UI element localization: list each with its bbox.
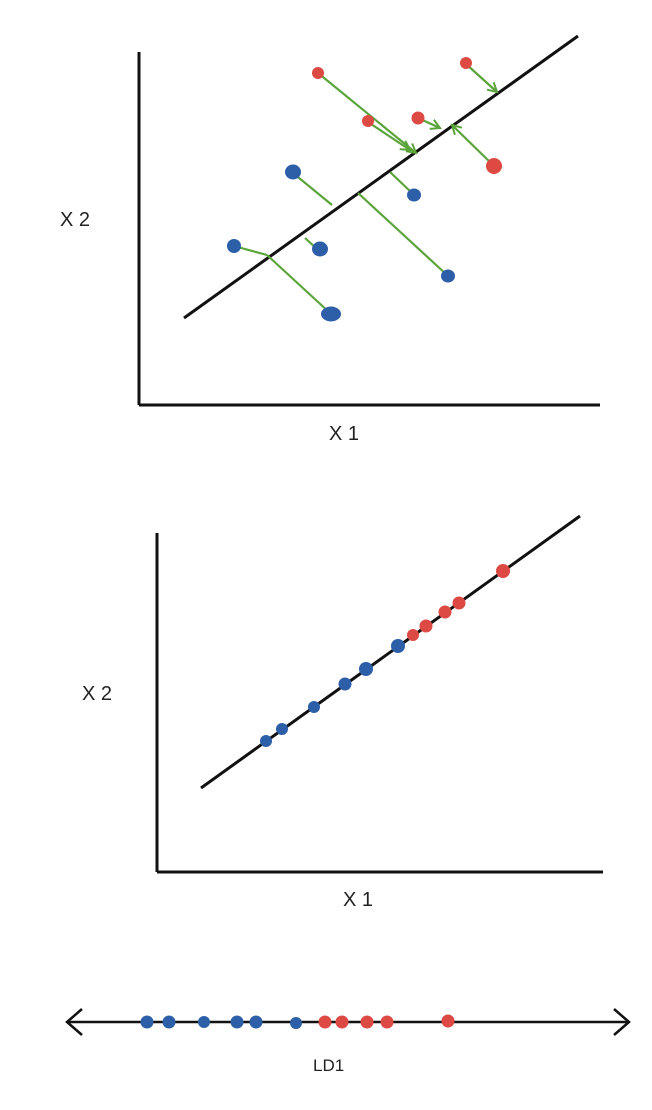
panel-original-scatter: X 2 X 1: [60, 34, 600, 445]
projected-points-class-b: [407, 564, 510, 641]
data-point-red: [460, 57, 472, 69]
x2-axis-label: X 2: [82, 683, 112, 705]
data-point-red: [411, 111, 425, 125]
projection-line: [465, 63, 497, 92]
projected-point-red: [496, 564, 510, 578]
projection-line: [266, 254, 331, 314]
projected-point-red: [407, 629, 419, 641]
ld1-point-red: [380, 1015, 394, 1029]
ld1-points-class-a: [140, 1015, 302, 1029]
projected-point-blue: [338, 677, 352, 691]
projections-class-a: [233, 171, 448, 314]
ld1-point-blue: [198, 1016, 210, 1028]
projected-point-blue: [359, 662, 373, 676]
data-point-blue: [227, 239, 241, 253]
projection-line: [317, 72, 416, 153]
projection-line: [452, 125, 495, 167]
left-arrow-icon: [65, 1008, 83, 1036]
projected-point-red: [452, 596, 466, 610]
ld1-point-blue: [162, 1015, 176, 1029]
projections-class-b: [317, 63, 497, 167]
points-class-a: [227, 164, 455, 322]
data-point-blue: [312, 241, 328, 257]
projection-line: [389, 171, 413, 194]
data-point-blue: [407, 188, 421, 202]
projection-line: [357, 192, 448, 276]
data-point-blue: [285, 164, 301, 180]
ld1-points-class-b: [318, 1014, 455, 1029]
projected-point-blue: [276, 723, 288, 735]
ld1-point-red: [360, 1015, 374, 1029]
x1-axis-label: X 1: [343, 889, 373, 911]
projected-point-red: [438, 605, 452, 619]
projected-point-red: [419, 619, 433, 633]
ld1-point-red: [441, 1014, 455, 1028]
ld1-axis-label: LD1: [313, 1056, 344, 1075]
ld1-point-blue: [249, 1015, 263, 1029]
projection-line: [367, 121, 410, 150]
data-point-blue: [441, 269, 455, 283]
data-point-blue: [321, 306, 341, 322]
ld1-point-red: [335, 1015, 349, 1029]
ld1-point-blue: [230, 1015, 244, 1029]
ld1-point-red: [318, 1015, 332, 1029]
discriminant-line: [200, 514, 581, 790]
right-arrow-icon: [613, 1008, 631, 1036]
projected-point-blue: [260, 735, 272, 747]
projected-points-class-a: [260, 639, 405, 747]
x1-axis-label: X 1: [329, 423, 359, 445]
data-point-red: [486, 158, 502, 174]
panel-ld1-axis: LD1: [65, 1008, 631, 1075]
panel-projected-points: X 2 X 1: [82, 514, 603, 911]
data-point-red: [362, 115, 374, 127]
x2-axis-label: X 2: [60, 209, 90, 231]
projection-line: [292, 172, 333, 206]
projected-point-blue: [391, 639, 405, 653]
ld1-point-blue: [140, 1015, 154, 1029]
discriminant-line: [183, 34, 579, 320]
projected-point-blue: [308, 701, 320, 713]
points-class-b: [312, 57, 502, 174]
data-point-red: [312, 67, 324, 79]
ld1-point-blue: [290, 1017, 302, 1029]
